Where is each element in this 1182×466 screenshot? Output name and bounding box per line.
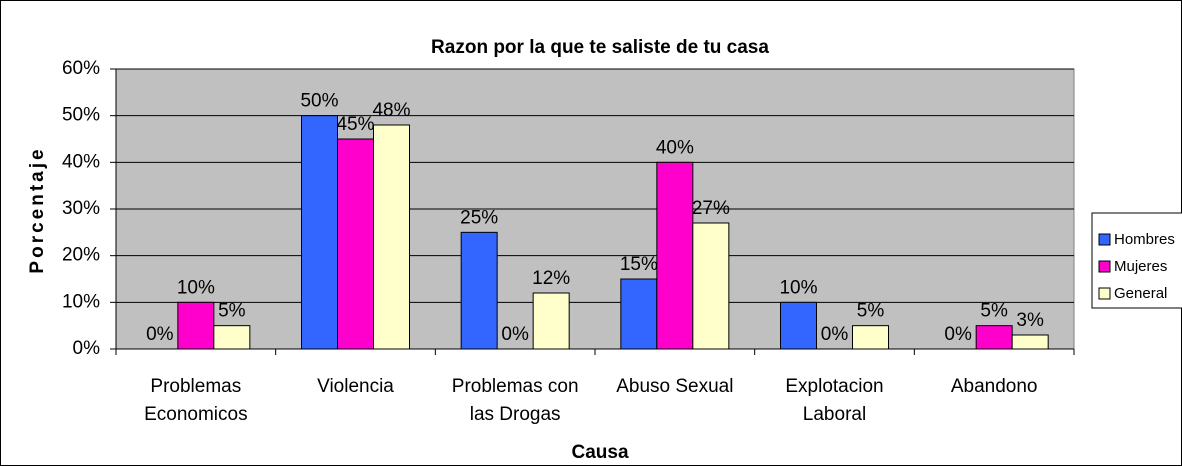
y-tick-label: 60%: [62, 58, 100, 79]
x-tick-label: Problemas con las Drogas: [451, 376, 579, 425]
data-label: 10%: [779, 277, 817, 298]
data-label: 48%: [372, 100, 410, 121]
data-label: 0%: [944, 324, 972, 345]
legend-swatch: [1098, 233, 1111, 246]
bar: [975, 325, 1013, 350]
y-tick-label: 0%: [73, 338, 101, 359]
data-label: 0%: [821, 324, 849, 345]
x-tick-label: Problemas Economicos: [144, 376, 248, 425]
data-label: 45%: [336, 114, 374, 135]
x-axis-label: Causa: [571, 442, 628, 463]
x-tick-label: Abandono: [950, 376, 1038, 397]
legend-label: General: [1114, 285, 1167, 302]
data-label: 50%: [300, 91, 338, 112]
data-label: 40%: [656, 137, 694, 158]
bar: [656, 161, 694, 350]
bar: [852, 325, 889, 350]
bar: [1011, 334, 1049, 350]
y-tick-label: 40%: [62, 151, 100, 172]
data-label: 10%: [177, 277, 215, 298]
bar: [460, 231, 498, 350]
bar: [337, 138, 374, 350]
data-label: 3%: [1016, 310, 1044, 331]
data-label: 5%: [980, 301, 1008, 322]
y-tick-label: 20%: [62, 245, 100, 266]
y-tick-label: 30%: [62, 198, 100, 219]
legend-swatch: [1098, 287, 1111, 300]
y-tick-label: 50%: [62, 105, 100, 126]
data-label: 12%: [532, 268, 570, 289]
y-tick-label: 10%: [62, 291, 100, 312]
chart-title: Razon por la que te saliste de tu casa: [431, 37, 769, 58]
legend-label: Mujeres: [1114, 258, 1167, 275]
data-label: 27%: [692, 198, 730, 219]
bar: [692, 222, 730, 350]
x-tick-label: Violencia: [317, 376, 394, 397]
bar: [177, 301, 215, 350]
bar: [532, 292, 570, 350]
data-label: 5%: [857, 301, 885, 322]
y-axis-label: Porcentaje: [27, 146, 48, 273]
x-tick-label: Explotacion Laboral: [785, 376, 884, 425]
data-label: 15%: [620, 254, 658, 275]
data-label: 25%: [460, 207, 498, 228]
data-label: 0%: [501, 324, 529, 345]
x-tick-label: Abuso Sexual: [616, 376, 734, 397]
data-label: 0%: [146, 324, 174, 345]
bar: [373, 124, 410, 350]
bar: [301, 115, 338, 350]
bar: [780, 301, 817, 350]
legend-swatch: [1098, 260, 1111, 273]
bar: [620, 278, 658, 350]
legend-label: Hombres: [1114, 231, 1175, 248]
bar: [213, 325, 251, 350]
data-label: 5%: [218, 301, 246, 322]
